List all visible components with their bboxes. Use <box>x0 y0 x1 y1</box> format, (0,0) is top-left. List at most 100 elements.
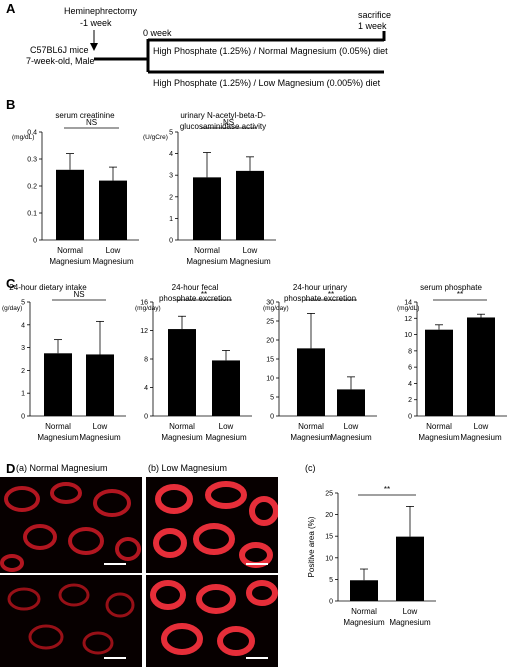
panel-letter-c: C <box>6 276 16 291</box>
panel-letter-b: B <box>6 97 16 112</box>
y-tick-label: 5 <box>329 577 333 584</box>
y-tick-label: 5 <box>270 395 274 402</box>
chart-dietary-intake: 24-hour dietary intake (g/day) 0 1 2 3 4 5 Norma… <box>2 283 126 442</box>
x-category-label: Magnesium <box>343 618 385 627</box>
bar <box>212 360 240 416</box>
scale-bar <box>104 563 126 565</box>
x-category-label: Low <box>403 607 418 616</box>
stain-pattern <box>7 583 135 655</box>
scale-bar <box>246 657 268 659</box>
diet-normal-label: High Phosphate (1.25%) / Normal Magnesiu… <box>153 46 388 56</box>
x-category-label: Magnesium <box>460 433 502 442</box>
y-axis-unit: (mg/day) <box>263 305 289 312</box>
y-tick-label: 4 <box>169 151 173 158</box>
chart-title: 24-hour fecal <box>172 283 219 292</box>
y-tick-label: 2 <box>169 194 173 201</box>
bar <box>350 580 378 601</box>
y-tick-label: 14 <box>404 300 412 307</box>
y-axis-unit: (g/day) <box>2 305 22 312</box>
y-tick-label: 0.1 <box>27 211 37 218</box>
x-category-label: Magnesium <box>330 433 372 442</box>
chart-serum-phosphate: serum phosphate (mg/dL) 0 2 4 6 8 10 12 14 Normal M… <box>397 283 507 442</box>
chart-positive-area: Positive area (%) 0 5 10 15 20 25 Normal Magnesi… <box>307 485 436 627</box>
x-category-label: Low <box>106 246 121 255</box>
y-tick-label: 0.2 <box>27 184 37 191</box>
panel-a-timeline: A Heminephrectomy -1 week 0 week sacrifi… <box>6 1 391 88</box>
micrograph-normal-top <box>0 477 142 573</box>
y-tick-label: 4 <box>144 385 148 392</box>
bar <box>337 389 365 416</box>
x-category-label: Low <box>243 246 258 255</box>
y-tick-label: 2 <box>21 368 25 375</box>
significance-label: NS <box>223 118 234 127</box>
y-tick-label: 25 <box>266 319 274 326</box>
micrograph-low-bottom <box>146 575 278 667</box>
y-tick-label: 2 <box>408 397 412 404</box>
chart-serum-creatinine: serum creatinine (mg/dL) 0 0.1 0.2 0.3 0.4 Norm… <box>12 111 139 266</box>
y-tick-label: 0 <box>169 238 173 245</box>
y-tick-label: 20 <box>266 338 274 345</box>
x-category-label: Magnesium <box>161 433 203 442</box>
micrograph-low-top <box>146 477 278 573</box>
x-category-label: Normal <box>194 246 220 255</box>
chart-fecal-phosphate: 24-hour fecal phosphate excretion (mg/day)… <box>135 283 252 442</box>
bar <box>467 317 495 416</box>
y-tick-label: 3 <box>169 173 173 180</box>
panel-letter-d: D <box>6 461 16 476</box>
y-tick-label: 4 <box>21 322 25 329</box>
scale-bar <box>104 657 126 659</box>
stain-pattern <box>0 482 141 572</box>
chart-title: phosphate excretion <box>159 294 231 303</box>
chart-title: urinary N-acetyl-beta-D- <box>180 111 266 120</box>
x-category-label: Magnesium <box>37 433 79 442</box>
chart-title: 24-hour dietary intake <box>9 283 87 292</box>
mice-strain: C57BL6J mice <box>30 45 89 55</box>
bar <box>193 177 221 240</box>
y-tick-label: 1 <box>169 216 173 223</box>
x-category-label: Magnesium <box>205 433 247 442</box>
x-category-label: Magnesium <box>49 257 91 266</box>
y-tick-label: 8 <box>144 357 148 364</box>
x-category-label: Normal <box>169 422 195 431</box>
bar <box>168 329 196 416</box>
significance-label: ** <box>384 485 390 494</box>
y-tick-label: 5 <box>169 130 173 137</box>
y-tick-label: 4 <box>408 381 412 388</box>
micrograph-normal-bottom <box>0 575 142 667</box>
micrograph-label-quant: (c) <box>305 463 316 473</box>
chart-title: 24-hour urinary <box>293 283 347 292</box>
x-category-label: Normal <box>351 607 377 616</box>
x-category-label: Magnesium <box>79 433 121 442</box>
y-axis-unit: (mg/day) <box>135 305 161 312</box>
stain-pattern <box>150 580 278 656</box>
chart-title: glucosaminidase activity <box>180 122 266 131</box>
y-tick-label: 0.3 <box>27 157 37 164</box>
significance-label: ** <box>457 290 463 299</box>
x-category-label: Low <box>474 422 489 431</box>
y-tick-label: 3 <box>21 345 25 352</box>
bar <box>44 353 72 416</box>
x-category-label: Low <box>344 422 359 431</box>
x-category-label: Normal <box>298 422 324 431</box>
y-tick-label: 0 <box>33 238 37 245</box>
y-tick-label: 30 <box>266 300 274 307</box>
bar <box>56 169 84 240</box>
y-axis-unit: (mg/dL) <box>12 134 34 141</box>
y-tick-label: 5 <box>21 300 25 307</box>
y-tick-label: 10 <box>266 376 274 383</box>
chart-title: serum creatinine <box>55 111 115 120</box>
y-tick-label: 20 <box>325 512 333 519</box>
x-category-label: Low <box>93 422 108 431</box>
chart-urinary-phosphate: 24-hour urinary phosphate excretion (mg/da… <box>263 283 377 442</box>
significance-label: ** <box>328 290 334 299</box>
y-tick-label: 6 <box>408 365 412 372</box>
x-category-label: Magnesium <box>290 433 332 442</box>
y-tick-label: 15 <box>325 534 333 541</box>
y-tick-label: 0 <box>329 599 333 606</box>
procedure-label: Heminephrectomy <box>64 6 138 16</box>
significance-label: NS <box>86 118 97 127</box>
sacrifice-label: sacrifice <box>358 10 391 20</box>
y-tick-label: 1 <box>21 391 25 398</box>
procedure-arrow-head <box>90 43 98 51</box>
x-category-label: Normal <box>45 422 71 431</box>
